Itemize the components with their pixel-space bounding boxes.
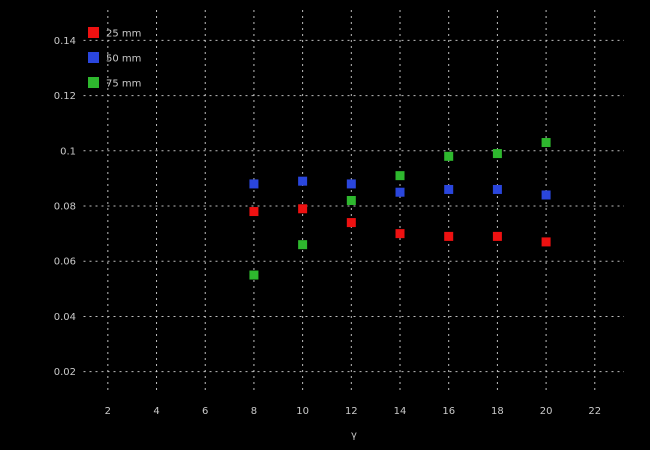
data-point-marker [298, 204, 308, 214]
data-point-marker [444, 151, 454, 161]
x-tick-label: 10 [296, 406, 309, 417]
y-tick-label: 0.1 [60, 146, 76, 157]
x-tick-label: 18 [491, 406, 504, 417]
data-point-marker [249, 270, 259, 280]
x-tick-label: 4 [153, 406, 159, 417]
x-tick-label: 2 [105, 406, 111, 417]
data-point-marker [395, 187, 405, 197]
x-tick-label: 20 [540, 406, 553, 417]
data-point-marker [541, 138, 551, 148]
data-point-marker [492, 149, 502, 159]
data-point-marker [395, 229, 405, 239]
y-tick-label: 0.08 [54, 202, 76, 213]
legend-swatch [88, 27, 99, 38]
legend: 25 mm 50 mm 75 mm [88, 27, 141, 90]
x-axis-title: γ [351, 430, 357, 441]
data-point-marker [395, 171, 405, 181]
y-tick-label: 0.06 [54, 257, 76, 268]
y-tick-label: 0.14 [54, 36, 76, 47]
data-point-marker [298, 240, 308, 250]
legend-swatch [88, 52, 99, 63]
data-point-marker [298, 176, 308, 186]
data-point-marker [444, 184, 454, 194]
legend-swatch [88, 77, 99, 88]
y-tick-label: 0.02 [54, 367, 76, 378]
y-tick-label: 0.12 [54, 91, 76, 102]
axis-tick-labels: 2 4 6 8 10 12 14 16 18 20 22 0.14 0.12 0.1 0.08 0.06 0.0… [54, 36, 601, 417]
legend-label: 50 mm [106, 54, 141, 65]
data-point-marker [541, 190, 551, 200]
data-point-marker [249, 179, 259, 189]
data-point-marker [346, 196, 356, 205]
data-point-marker [541, 237, 551, 247]
data-point-marker [444, 231, 454, 241]
y-tick-label: 0.04 [54, 312, 76, 323]
x-tick-label: 6 [202, 406, 208, 417]
data-point-marker [492, 231, 502, 241]
data-points [249, 138, 551, 280]
x-tick-label: 12 [345, 406, 358, 417]
x-tick-label: 16 [442, 406, 455, 417]
gridlines [83, 10, 624, 391]
legend-label: 25 mm [106, 29, 141, 40]
x-tick-label: 8 [251, 406, 257, 417]
legend-label: 75 mm [106, 79, 141, 90]
x-tick-label: 22 [588, 406, 601, 417]
data-point-marker [492, 184, 502, 194]
data-point-marker [249, 207, 259, 217]
x-tick-label: 14 [394, 406, 407, 417]
data-point-marker [346, 218, 356, 228]
data-point-marker [346, 179, 356, 189]
